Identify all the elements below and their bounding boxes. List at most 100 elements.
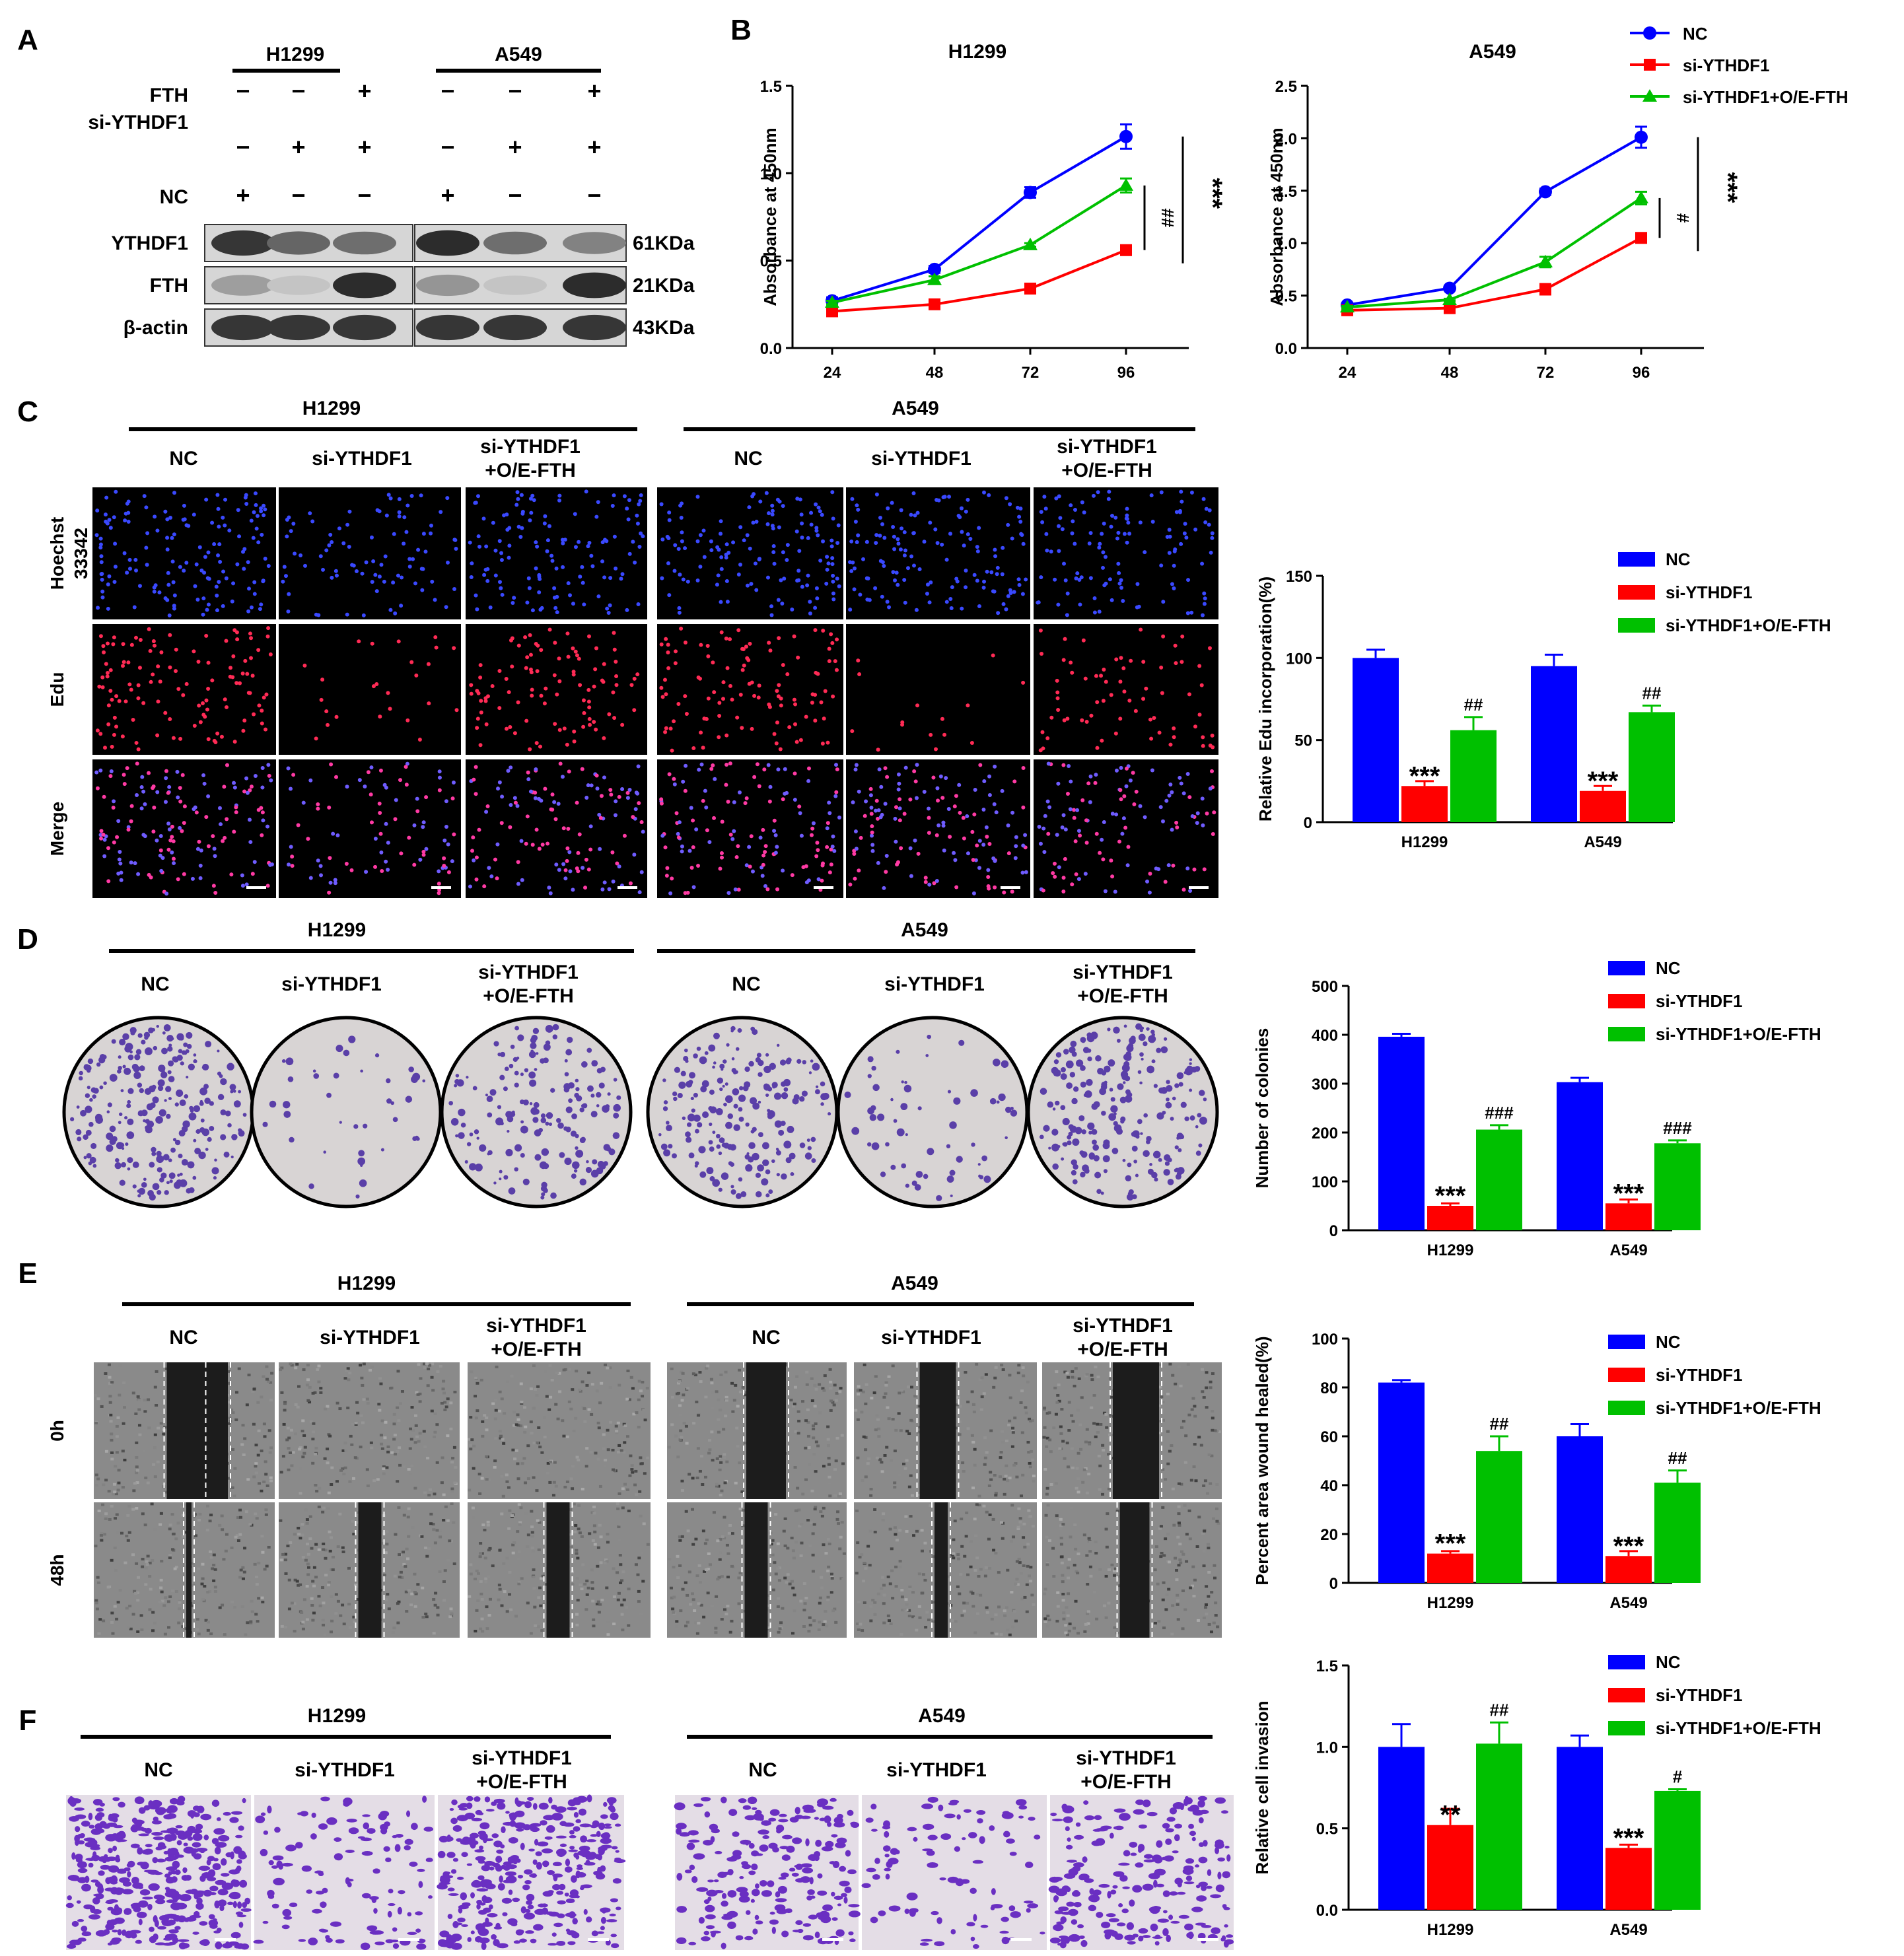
colony	[520, 1125, 528, 1134]
colony	[564, 1059, 568, 1063]
cell-dot	[491, 520, 495, 525]
cell-dot	[607, 887, 612, 891]
cell-speck	[1096, 1376, 1100, 1379]
cell-dot	[400, 575, 404, 580]
colony	[139, 1065, 145, 1072]
marker-triangle	[1340, 300, 1355, 313]
cell-speck	[481, 1420, 485, 1423]
colony	[193, 1053, 197, 1057]
cell-dot	[206, 737, 211, 742]
cell-dot	[874, 533, 879, 538]
cell-dot	[122, 660, 126, 664]
cell-speck	[1202, 1396, 1206, 1399]
cell-speck	[126, 1626, 130, 1629]
cell-speck	[443, 1409, 447, 1412]
cell-speck	[715, 1484, 719, 1488]
b-ytick-label: 1.5	[760, 78, 782, 96]
cell-speck	[676, 1455, 680, 1459]
cell-speck	[429, 1512, 433, 1516]
cell-dot	[281, 579, 285, 584]
b-ytick-label: 0.0	[1275, 340, 1297, 358]
cell-dot	[256, 540, 261, 545]
cell-dot	[1185, 611, 1190, 615]
cell-dot	[770, 503, 775, 508]
sign: +	[587, 77, 601, 104]
cell-speck	[1158, 1385, 1162, 1389]
cell-dot	[1148, 872, 1152, 876]
cell-speck	[294, 1366, 298, 1370]
cell-speck	[866, 1462, 870, 1465]
cell-dot	[549, 553, 554, 558]
colony	[1080, 1037, 1086, 1043]
colony	[157, 1167, 162, 1173]
colony	[796, 1059, 802, 1064]
cell-dot	[826, 821, 830, 825]
cell-speck	[806, 1420, 810, 1424]
cell-dot	[113, 565, 118, 569]
cell-speck	[393, 1434, 397, 1437]
colony	[1047, 1101, 1054, 1108]
cell-speck	[899, 1429, 903, 1432]
cell-dot	[1072, 816, 1076, 820]
cell-speck	[135, 1456, 139, 1459]
cell-speck	[1164, 1478, 1168, 1481]
cell-dot	[534, 741, 539, 746]
cell-dot	[874, 798, 879, 803]
cell-speck	[1024, 1406, 1028, 1409]
b-xtick-label: 72	[1537, 364, 1555, 382]
cell-speck	[379, 1434, 383, 1437]
cell-speck	[485, 1428, 489, 1432]
cell-speck	[692, 1422, 696, 1425]
cell-dot	[695, 539, 700, 543]
colony	[493, 1041, 499, 1047]
cell-speck	[543, 1416, 547, 1419]
c-xtick-label: H1299	[1401, 833, 1448, 851]
cell-dot	[853, 876, 857, 881]
colony	[953, 1097, 961, 1105]
cell-speck	[269, 1381, 273, 1384]
cell-dot	[474, 877, 479, 882]
cell-dot	[736, 888, 741, 892]
colony	[696, 1046, 701, 1051]
cell-speck	[326, 1507, 330, 1510]
cell-dot	[1192, 867, 1197, 872]
cell-speck	[1056, 1393, 1060, 1397]
cell-speck	[106, 1586, 110, 1589]
cell-dot	[755, 762, 759, 767]
cell-dot	[227, 528, 232, 533]
colony	[1130, 1035, 1136, 1041]
cell-dot	[252, 580, 257, 584]
colony	[151, 1151, 157, 1156]
colony	[1165, 1101, 1172, 1109]
cell-dot	[1001, 545, 1005, 550]
blot-band	[267, 314, 330, 341]
cell-speck	[298, 1448, 302, 1451]
cell-dot	[978, 763, 983, 767]
colony	[188, 1063, 195, 1070]
cell-speck	[418, 1400, 422, 1403]
colony	[168, 1076, 175, 1082]
cell-speck	[314, 1576, 318, 1579]
cell-dot	[673, 661, 678, 666]
cell-dot	[369, 535, 374, 540]
colony	[1082, 1047, 1090, 1053]
cell-dot	[805, 583, 810, 588]
cell-speck	[255, 1517, 259, 1520]
cell-dot	[947, 495, 952, 499]
cell-speck	[256, 1453, 260, 1457]
cell-dot	[745, 583, 750, 588]
cell-speck	[516, 1462, 520, 1465]
cell-speck	[301, 1419, 305, 1422]
cell-dot	[801, 865, 806, 870]
cell-dot	[96, 606, 100, 610]
cell-speck	[382, 1472, 386, 1475]
colony	[1063, 1049, 1069, 1055]
cell-speck	[628, 1474, 632, 1477]
colony	[1151, 1033, 1156, 1037]
cell-dot	[337, 526, 341, 531]
cell-speck	[1092, 1394, 1096, 1397]
colony	[83, 1156, 87, 1160]
cell-speck	[231, 1411, 235, 1415]
cell-speck	[433, 1603, 437, 1607]
cell-dot	[1065, 613, 1069, 617]
